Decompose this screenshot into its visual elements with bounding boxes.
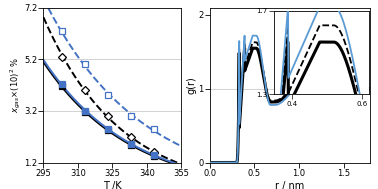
X-axis label: T /K: T /K bbox=[103, 180, 122, 189]
X-axis label: r / nm: r / nm bbox=[276, 180, 305, 189]
Y-axis label: g(r): g(r) bbox=[187, 76, 197, 94]
Y-axis label: $x_{gas}$×(10)$^{2}$ %: $x_{gas}$×(10)$^{2}$ % bbox=[8, 57, 23, 113]
